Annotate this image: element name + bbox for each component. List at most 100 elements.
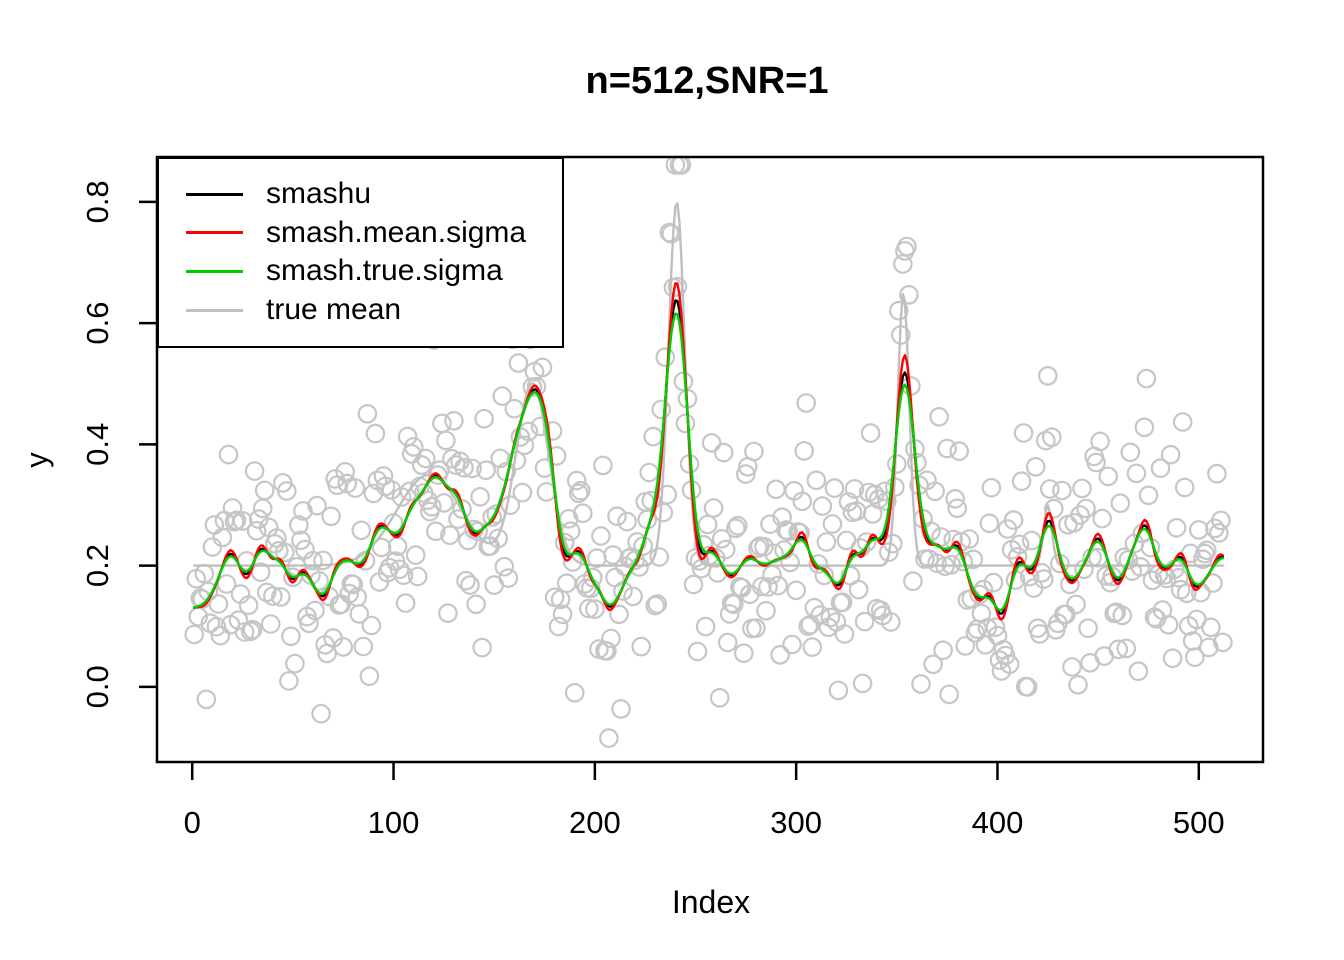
data-point — [466, 594, 486, 615]
data-point — [1076, 498, 1096, 519]
data-point — [735, 464, 756, 484]
data-point — [1134, 417, 1155, 438]
data-point — [611, 699, 631, 719]
data-point — [1120, 442, 1141, 463]
legend-line-sample-smash-mean-sigma — [186, 231, 243, 235]
legend-line-sample-smashu — [186, 192, 243, 196]
data-point — [786, 580, 806, 601]
data-point — [568, 483, 589, 504]
data-point — [454, 457, 474, 478]
data-point — [989, 650, 1010, 670]
data-point — [425, 521, 446, 542]
data-point — [947, 498, 967, 519]
data-point — [1110, 493, 1131, 513]
data-point — [582, 567, 603, 588]
data-point — [983, 572, 1004, 593]
data-point — [407, 566, 428, 587]
data-point — [903, 571, 923, 591]
data-point — [444, 410, 464, 431]
data-point — [456, 570, 476, 591]
data-point — [432, 413, 452, 434]
data-point — [925, 481, 945, 502]
data-point — [1066, 594, 1086, 615]
plot-frame — [155, 155, 1265, 764]
data-point — [460, 575, 480, 595]
x-tick-label: 500 — [1173, 805, 1225, 840]
legend-item-label: smash.mean.sigma — [266, 215, 527, 249]
y-tick-label: 0.2 — [80, 544, 115, 587]
data-point — [794, 441, 814, 461]
data-point — [711, 528, 732, 549]
data-point — [254, 480, 275, 501]
data-point — [452, 499, 472, 519]
data-point — [597, 641, 617, 661]
data-point — [353, 636, 374, 657]
data-point — [802, 637, 823, 657]
data-point — [854, 611, 875, 632]
data-point — [878, 542, 899, 562]
data-point — [725, 518, 746, 539]
data-point — [778, 521, 798, 542]
data-point — [1116, 638, 1137, 659]
data-point — [1011, 471, 1032, 491]
data-point — [250, 562, 271, 582]
data-point — [792, 491, 812, 512]
data-point — [1213, 632, 1233, 653]
data-point — [1211, 510, 1231, 531]
data-point — [474, 408, 494, 429]
data-point — [371, 537, 392, 558]
data-point — [1070, 505, 1090, 525]
data-point — [343, 574, 364, 595]
data-point — [285, 653, 305, 674]
data-point — [500, 495, 521, 515]
data-point — [633, 536, 653, 556]
data-point — [494, 556, 515, 577]
data-point — [313, 550, 333, 571]
data-point — [357, 403, 378, 424]
data-point — [276, 481, 297, 501]
data-point — [1025, 456, 1046, 477]
data-point — [649, 547, 670, 567]
data-point — [462, 458, 482, 479]
data-point — [790, 523, 810, 543]
data-point — [1209, 523, 1229, 543]
data-point — [512, 482, 533, 503]
y-tick-label: 0.8 — [80, 180, 115, 223]
data-point — [305, 600, 325, 621]
data-point — [601, 628, 621, 649]
data-point — [1086, 452, 1106, 473]
data-point — [695, 616, 716, 637]
data-point — [1038, 365, 1058, 386]
data-point — [613, 581, 633, 601]
data-point — [683, 574, 704, 595]
data-point — [733, 643, 754, 663]
data-point — [727, 515, 748, 536]
data-point — [717, 632, 738, 653]
data-point — [351, 520, 372, 541]
data-point — [1203, 573, 1223, 593]
data-point — [361, 615, 382, 636]
data-point — [639, 462, 659, 483]
legend-item: smash.true.sigma — [186, 252, 562, 291]
data-point — [655, 347, 676, 367]
data-point — [752, 576, 772, 597]
data-point — [270, 587, 291, 607]
data-point — [1013, 423, 1034, 443]
data-point — [552, 604, 573, 625]
data-point — [405, 545, 426, 565]
data-point — [252, 498, 273, 519]
data-point — [675, 413, 696, 434]
data-point — [498, 568, 519, 588]
legend-item: smashu — [186, 175, 562, 214]
data-point — [1098, 466, 1118, 487]
data-point — [931, 527, 951, 547]
data-point — [703, 498, 724, 518]
data-point — [1042, 427, 1062, 447]
data-point — [397, 426, 418, 447]
data-point — [281, 626, 301, 647]
data-point — [1068, 674, 1088, 695]
data-point — [202, 537, 223, 557]
fit-line-smash-true-sigma — [193, 312, 1225, 612]
data-point — [395, 593, 416, 613]
data-point — [1166, 517, 1187, 538]
